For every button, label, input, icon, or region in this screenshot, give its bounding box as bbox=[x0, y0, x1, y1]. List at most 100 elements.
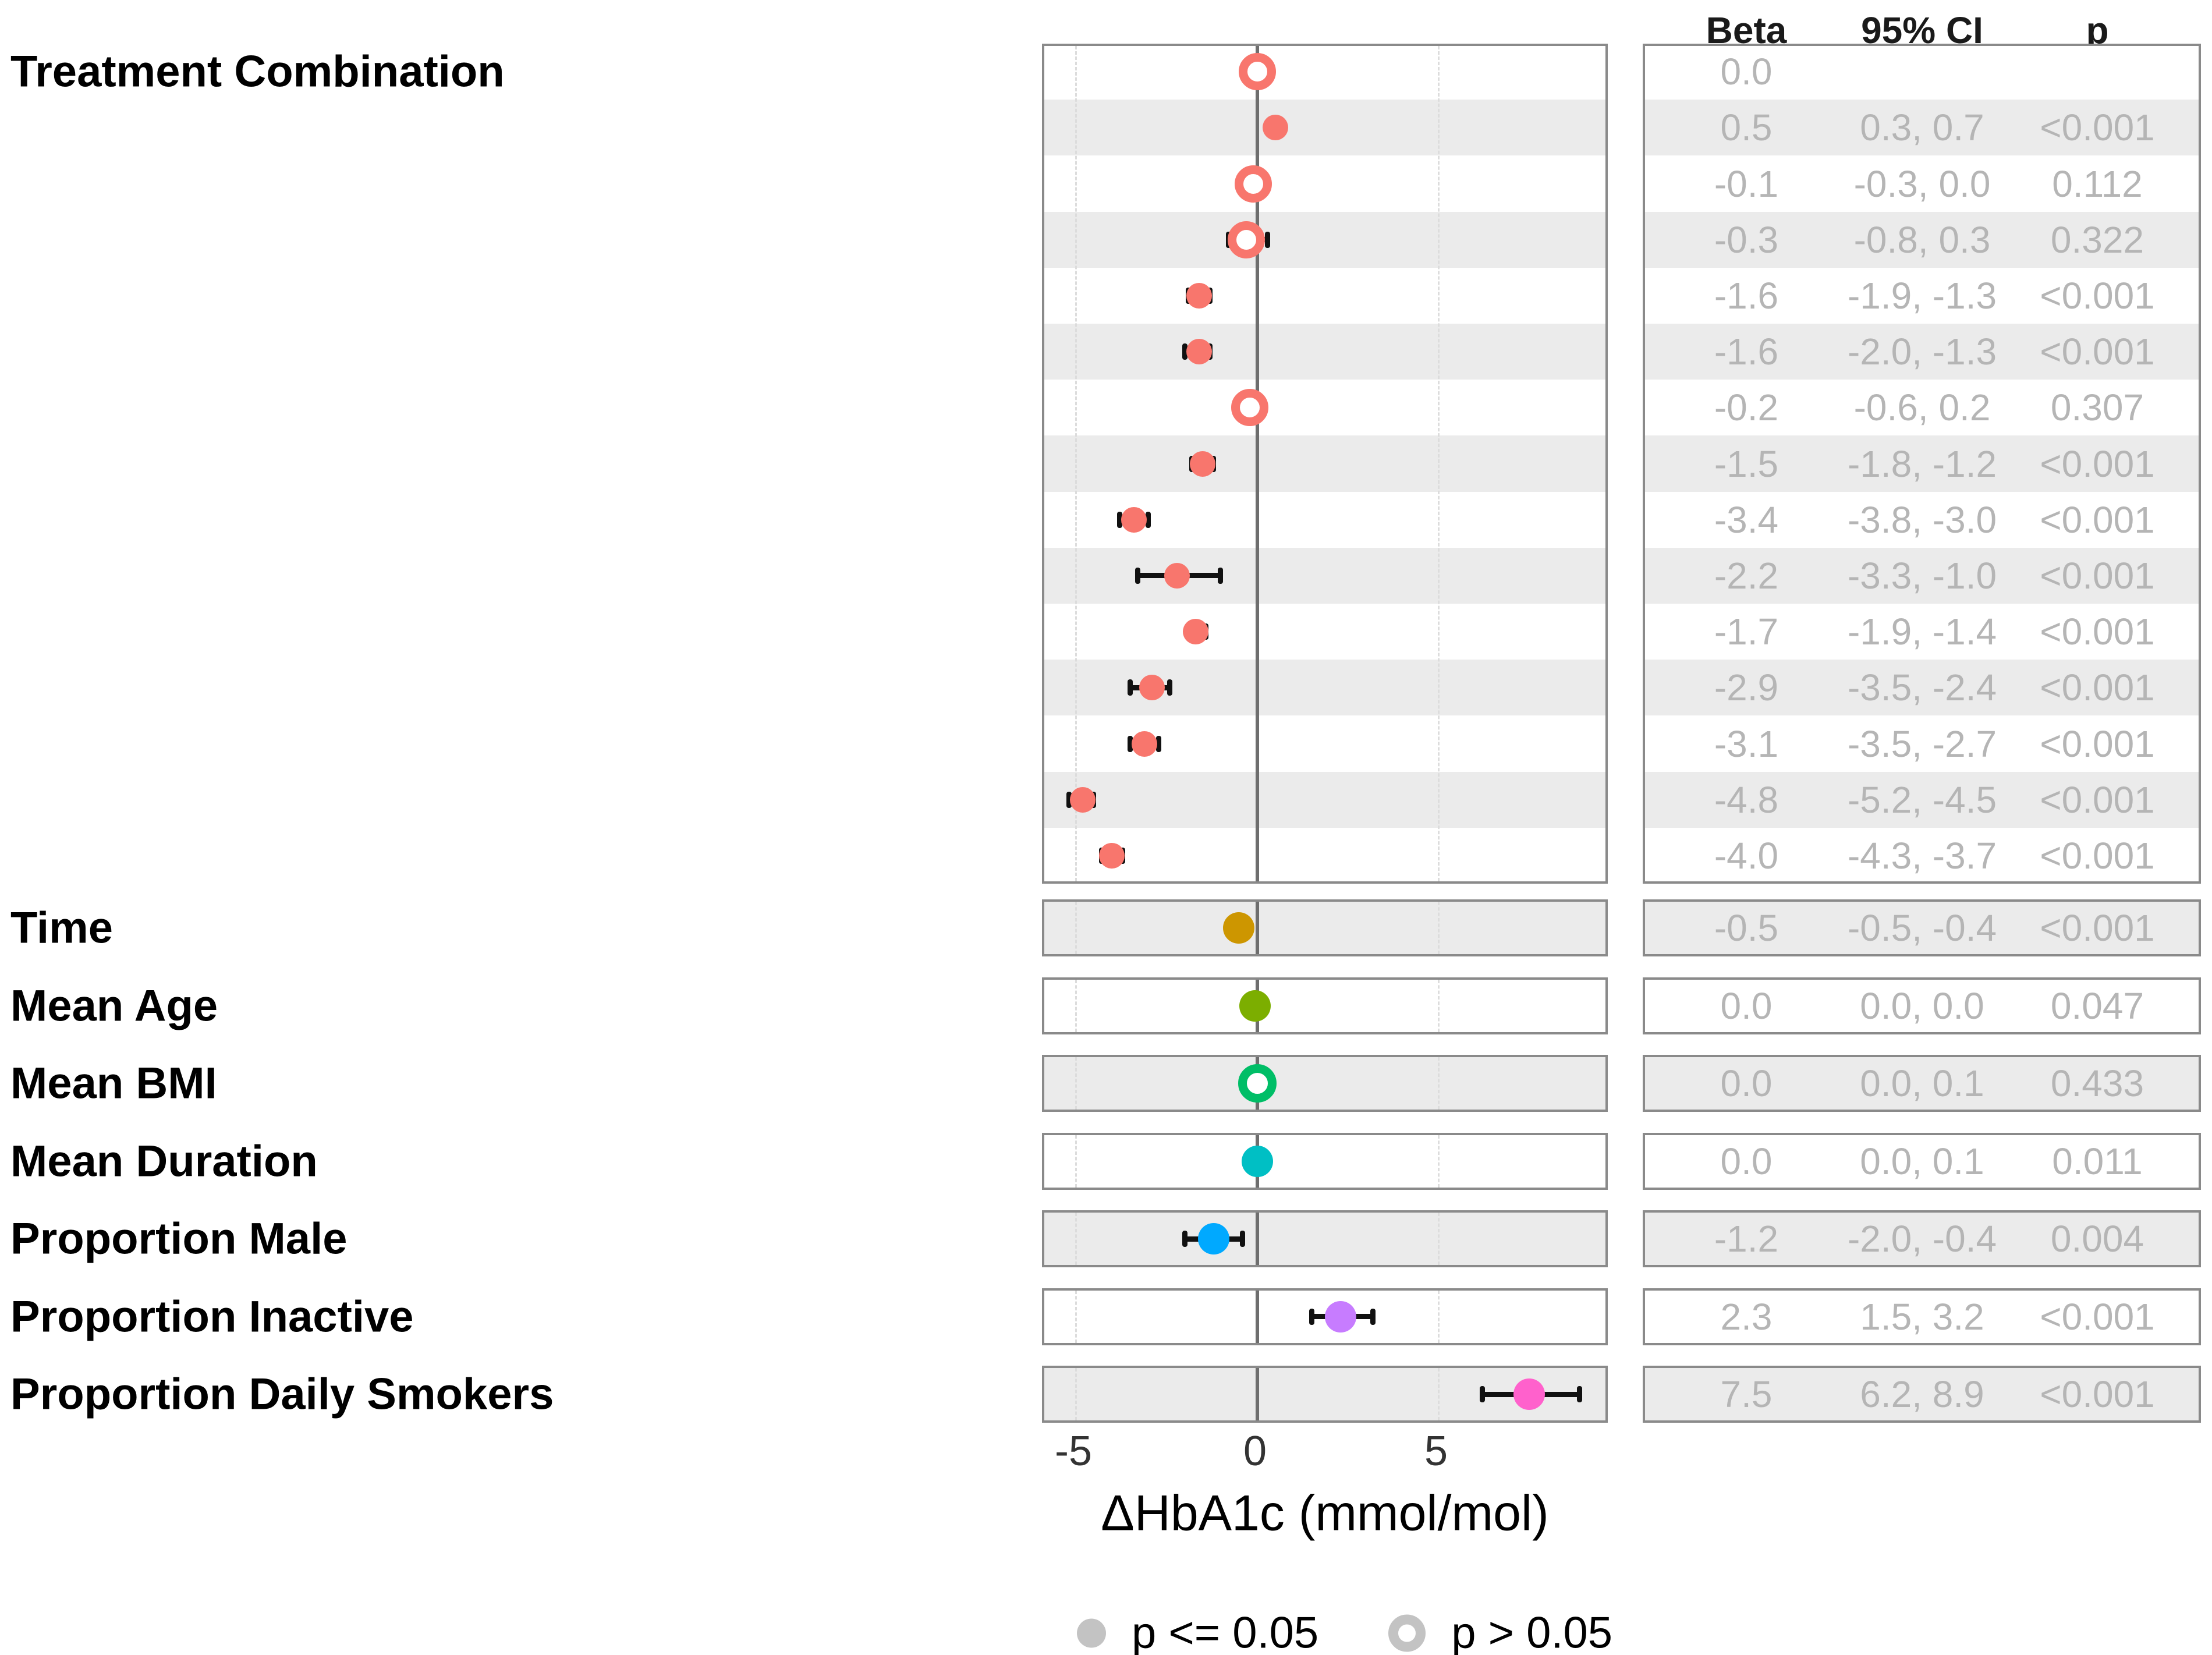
point-filled bbox=[1186, 282, 1212, 309]
zero-reference-line bbox=[1255, 1213, 1259, 1265]
table-cell-ci: -1.9, -1.4 bbox=[1847, 611, 1997, 653]
point-filled bbox=[1164, 562, 1190, 589]
row-stripe bbox=[1044, 1213, 1605, 1265]
table-cell-ci: -0.5, -0.4 bbox=[1847, 907, 1997, 949]
zero-reference-line bbox=[1255, 46, 1259, 881]
table-cell-beta: 0.0 bbox=[1720, 1062, 1773, 1104]
table-cell-ci: -2.0, -1.3 bbox=[1847, 331, 1997, 373]
table-cell-ci: -1.8, -1.2 bbox=[1847, 442, 1997, 485]
table-cell-p: <0.001 bbox=[2040, 274, 2155, 317]
point-filled bbox=[1262, 115, 1288, 141]
significance-legend: p <= 0.05 p > 0.05 bbox=[1077, 1608, 1612, 1655]
table-cell-beta: -0.5 bbox=[1714, 907, 1779, 949]
row-stripe bbox=[1645, 324, 2199, 380]
row-stripe bbox=[1044, 547, 1605, 604]
section-label-mean-duration: Mean Duration bbox=[10, 1136, 318, 1186]
table-cell-beta: 0.0 bbox=[1720, 984, 1773, 1027]
dashed-gridline bbox=[1075, 46, 1077, 881]
point-filled bbox=[1239, 990, 1271, 1022]
row-stripe bbox=[1044, 435, 1605, 492]
row-stripe bbox=[1645, 902, 2199, 954]
legend-filled-label: p <= 0.05 bbox=[1132, 1608, 1319, 1655]
point-open bbox=[1235, 165, 1272, 203]
plot-panel-3 bbox=[1042, 1055, 1608, 1112]
table-panel-6 bbox=[1643, 1288, 2201, 1345]
error-bar-cap-left bbox=[1128, 679, 1133, 696]
error-bar-cap-left bbox=[1066, 791, 1072, 808]
table-cell-ci: -3.8, -3.0 bbox=[1847, 498, 1997, 541]
table-cell-beta: 0.0 bbox=[1720, 51, 1773, 93]
table-cell-ci: -1.9, -1.3 bbox=[1847, 274, 1997, 317]
table-cell-p: <0.001 bbox=[2040, 611, 2155, 653]
table-cell-ci: 6.2, 8.9 bbox=[1860, 1373, 1984, 1415]
x-tick-neg5: -5 bbox=[1054, 1428, 1093, 1475]
table-cell-ci: 0.0, 0.1 bbox=[1860, 1062, 1984, 1104]
dashed-gridline bbox=[1075, 1213, 1077, 1265]
table-cell-beta: -1.2 bbox=[1714, 1218, 1779, 1260]
table-cell-p: 0.112 bbox=[2052, 162, 2143, 205]
point-filled bbox=[1513, 1378, 1545, 1410]
row-stripe bbox=[1645, 1368, 2199, 1420]
dashed-gridline bbox=[1437, 1135, 1440, 1188]
table-cell-beta: -4.8 bbox=[1714, 778, 1779, 821]
error-bar-cap-left bbox=[1182, 343, 1187, 360]
table-panel-1 bbox=[1643, 899, 2201, 956]
point-filled bbox=[1182, 619, 1208, 645]
table-cell-beta: -2.9 bbox=[1714, 667, 1779, 709]
zero-reference-line bbox=[1255, 1290, 1259, 1343]
row-stripe bbox=[1645, 435, 2199, 492]
table-cell-p: 0.047 bbox=[2050, 984, 2144, 1027]
error-bar-cap-right bbox=[1239, 1231, 1245, 1247]
table-cell-ci: -0.6, 0.2 bbox=[1853, 387, 1991, 429]
point-filled bbox=[1324, 1300, 1356, 1332]
row-stripe bbox=[1044, 902, 1605, 954]
point-filled bbox=[1241, 1145, 1273, 1177]
error-bar-cap-left bbox=[1182, 1231, 1187, 1247]
dashed-gridline bbox=[1075, 902, 1077, 954]
dashed-gridline bbox=[1075, 1290, 1077, 1343]
table-cell-beta: -3.4 bbox=[1714, 498, 1779, 541]
x-axis-title: ΔHbA1c (mmol/mol) bbox=[1101, 1485, 1549, 1541]
table-panel-7 bbox=[1643, 1366, 2201, 1423]
dashed-gridline bbox=[1437, 1057, 1440, 1110]
dashed-gridline bbox=[1437, 1213, 1440, 1265]
legend-filled-dot-icon bbox=[1077, 1618, 1106, 1647]
point-filled bbox=[1190, 451, 1216, 477]
row-stripe bbox=[1044, 100, 1605, 156]
table-cell-ci: -3.5, -2.4 bbox=[1847, 667, 1997, 709]
error-bar-cap-right bbox=[1167, 679, 1172, 696]
table-cell-beta: -1.7 bbox=[1714, 611, 1779, 653]
table-panel-4 bbox=[1643, 1132, 2201, 1190]
error-bar-cap-left bbox=[1479, 1386, 1485, 1402]
row-stripe bbox=[1645, 547, 2199, 604]
table-cell-p: <0.001 bbox=[2040, 442, 2155, 485]
table-cell-p: 0.307 bbox=[2050, 387, 2144, 429]
point-filled bbox=[1121, 506, 1147, 533]
table-cell-p: <0.001 bbox=[2040, 722, 2155, 765]
point-filled bbox=[1099, 842, 1125, 869]
table-panel-3 bbox=[1643, 1055, 2201, 1112]
treatment-table-panel bbox=[1643, 44, 2201, 884]
table-cell-p: <0.001 bbox=[2040, 107, 2155, 149]
table-cell-p: <0.001 bbox=[2040, 834, 2155, 877]
row-stripe bbox=[1645, 660, 2199, 716]
table-cell-beta: -2.2 bbox=[1714, 554, 1779, 597]
plot-panel-7 bbox=[1042, 1366, 1608, 1423]
table-cell-beta: -0.2 bbox=[1714, 387, 1779, 429]
table-cell-beta: 0.5 bbox=[1720, 107, 1773, 149]
row-stripe bbox=[1645, 771, 2199, 828]
table-cell-ci: -5.2, -4.5 bbox=[1847, 778, 1997, 821]
dashed-gridline bbox=[1437, 979, 1440, 1032]
table-cell-beta: -1.6 bbox=[1714, 274, 1779, 317]
row-stripe bbox=[1645, 211, 2199, 268]
legend-open-label: p > 0.05 bbox=[1451, 1608, 1612, 1655]
treatment-plot-panel bbox=[1042, 44, 1608, 884]
table-cell-ci: 0.0, 0.0 bbox=[1860, 984, 1984, 1027]
section-label-mean-age: Mean Age bbox=[10, 981, 218, 1030]
table-cell-beta: -0.1 bbox=[1714, 162, 1779, 205]
table-cell-ci: -3.3, -1.0 bbox=[1847, 554, 1997, 597]
error-bar-cap-right bbox=[1218, 567, 1224, 584]
plot-panel-2 bbox=[1042, 977, 1608, 1034]
table-cell-beta: -1.6 bbox=[1714, 331, 1779, 373]
